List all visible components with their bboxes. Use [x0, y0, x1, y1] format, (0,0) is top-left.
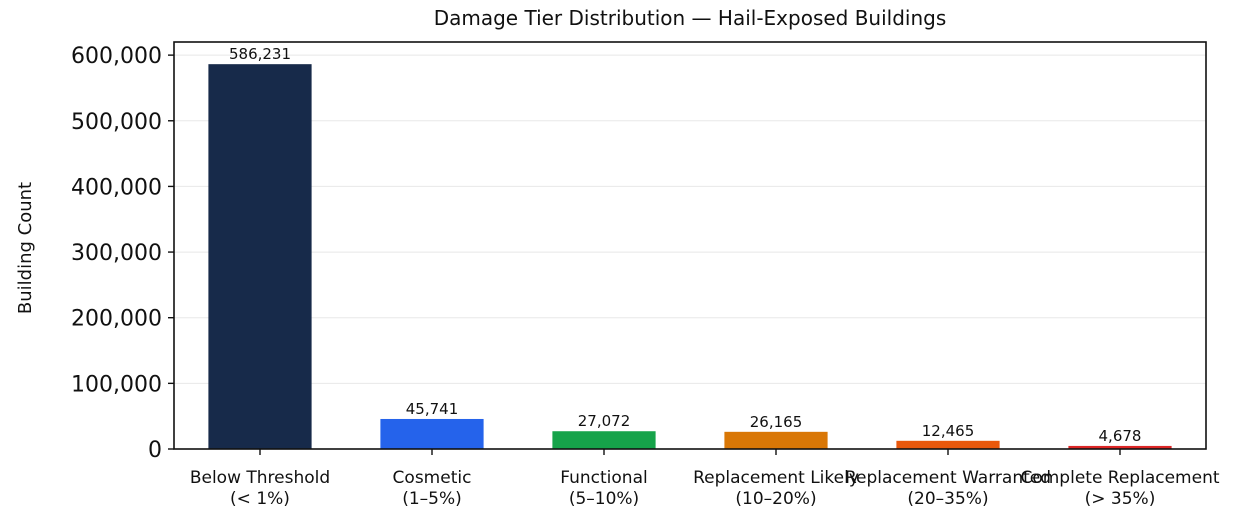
x-tick-label: (1–5%)	[402, 489, 462, 509]
y-axis-label: Building Count	[15, 182, 36, 314]
bar-value-label: 26,165	[750, 413, 803, 431]
y-tick-label: 300,000	[71, 241, 162, 266]
x-tick-label: (> 35%)	[1085, 489, 1156, 509]
x-tick-label: Below Threshold	[190, 468, 330, 488]
bar-value-label: 12,465	[922, 422, 975, 440]
bar-value-label: 27,072	[578, 412, 631, 430]
bar-value-label: 586,231	[229, 45, 291, 63]
bar	[380, 418, 484, 449]
bar-value-labels: 586,231 45,741 27,072 26,165 12,465 4,678	[229, 45, 1141, 445]
bar	[208, 64, 312, 449]
y-tick-label: 400,000	[71, 175, 162, 200]
y-tick-label: 500,000	[71, 110, 162, 135]
plot-frame	[173, 41, 1207, 450]
x-tick-label: (20–35%)	[907, 489, 988, 509]
x-tick-label: (10–20%)	[735, 489, 816, 509]
x-tick-label: (5–10%)	[569, 489, 639, 509]
x-tick-label: Complete Replacement	[1020, 468, 1219, 488]
x-tick-label: Functional	[560, 468, 647, 488]
y-axis-ticks: 0 100,000 200,000 300,000 400,000 500,000 600,…	[71, 44, 174, 463]
gridlines	[174, 54, 1206, 450]
x-tick-label: Replacement Likely	[693, 468, 859, 488]
x-tick-label: (< 1%)	[230, 489, 290, 509]
x-axis-ticks: Below Threshold(< 1%) Cosmetic(1–5%) Funct…	[190, 449, 1220, 509]
x-tick-label: Replacement Warranted	[845, 468, 1051, 488]
x-tick-label: Cosmetic	[393, 468, 472, 488]
bar	[896, 440, 1000, 449]
y-tick-label: 200,000	[71, 307, 162, 332]
bar	[1068, 445, 1172, 449]
bar-value-label: 45,741	[406, 400, 459, 418]
bar	[552, 431, 656, 449]
bar	[724, 431, 828, 449]
chart-title: Damage Tier Distribution — Hail-Exposed …	[434, 6, 947, 30]
bars	[208, 64, 1172, 449]
bar-value-label: 4,678	[1099, 427, 1142, 445]
y-tick-label: 100,000	[71, 372, 162, 397]
y-tick-label: 600,000	[71, 44, 162, 69]
y-tick-label: 0	[148, 438, 162, 463]
